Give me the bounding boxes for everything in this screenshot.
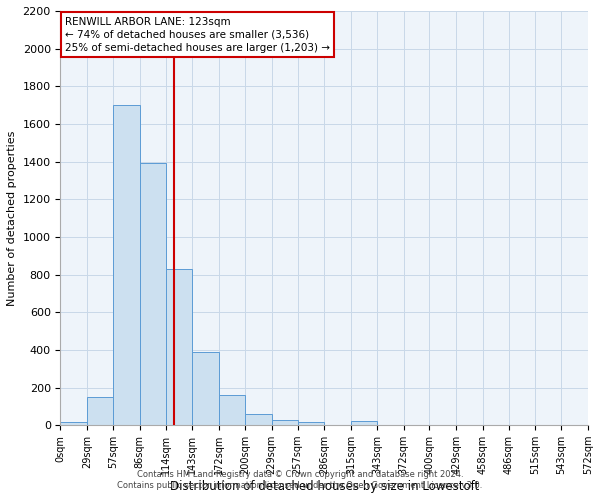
Bar	[140, 164, 166, 426]
Text: Contains HM Land Registry data © Crown copyright and database right 2024.
Contai: Contains HM Land Registry data © Crown c…	[118, 470, 482, 490]
Bar	[272, 420, 298, 426]
Bar	[113, 105, 140, 426]
Bar	[219, 395, 245, 426]
Y-axis label: Number of detached properties: Number of detached properties	[7, 130, 17, 306]
Bar	[298, 422, 324, 426]
Bar	[351, 420, 377, 426]
Bar	[166, 269, 193, 426]
Bar	[193, 352, 219, 426]
Bar	[87, 397, 113, 426]
Bar	[61, 422, 87, 426]
Bar	[245, 414, 272, 426]
X-axis label: Distribution of detached houses by size in Lowestoft: Distribution of detached houses by size …	[170, 480, 479, 493]
Text: RENWILL ARBOR LANE: 123sqm
← 74% of detached houses are smaller (3,536)
25% of s: RENWILL ARBOR LANE: 123sqm ← 74% of deta…	[65, 16, 330, 53]
